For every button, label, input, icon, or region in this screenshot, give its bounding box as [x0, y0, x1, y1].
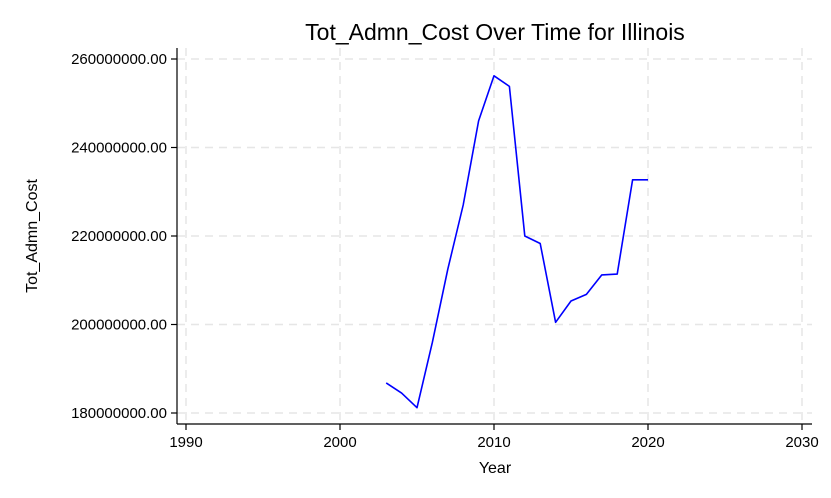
x-tick-label: 1990: [169, 434, 202, 451]
x-tick-label: 2020: [631, 434, 664, 451]
x-tick-label: 2000: [323, 434, 356, 451]
y-tick-label: 240000000.00: [71, 140, 167, 157]
ticks: 1990 2000 2010 2020 2030 180000000.00 20000000…: [71, 51, 819, 451]
y-axis-label: Tot_Admn_Cost: [24, 179, 41, 293]
x-axis-label: Year: [479, 460, 512, 477]
series: [385, 75, 648, 409]
chart-title: Tot_Admn_Cost Over Time for Illinois: [305, 19, 685, 45]
x-tick-label: 2030: [785, 434, 818, 451]
x-tick-label: 2010: [477, 434, 510, 451]
y-tick-label: 200000000.00: [71, 317, 167, 334]
y-tick-label: 220000000.00: [71, 228, 167, 245]
grid: [177, 48, 812, 424]
y-tick-label: 180000000.00: [71, 405, 167, 422]
y-tick-label: 260000000.00: [71, 51, 167, 68]
series-line: [385, 75, 648, 409]
